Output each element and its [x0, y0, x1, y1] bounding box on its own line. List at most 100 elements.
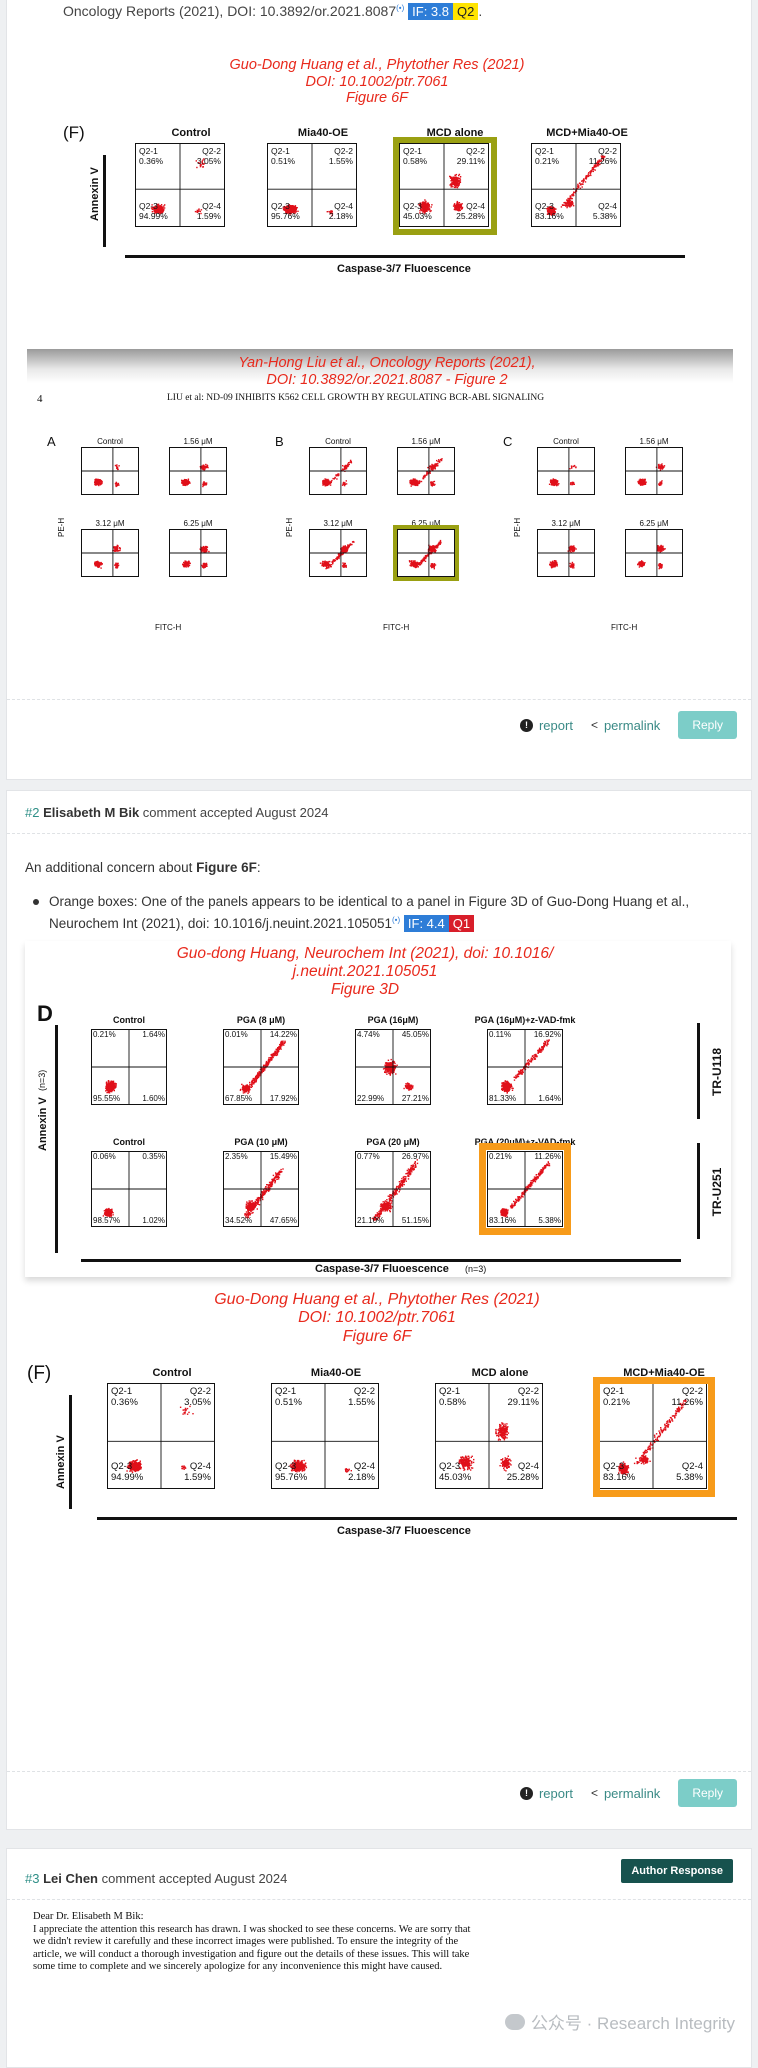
- y-axis-n-label: (n=3): [37, 1070, 47, 1091]
- reply-button[interactable]: Reply: [678, 1779, 737, 1807]
- caption-line: Figure 6F: [157, 1328, 597, 1346]
- alert-icon: !: [520, 1787, 533, 1800]
- permalink-link[interactable]: <permalink: [591, 1786, 660, 1801]
- liu-scatter-plot: [397, 447, 455, 495]
- panel-title: MCD alone: [429, 1367, 571, 1379]
- impact-factor-badge: IF: 4.4: [404, 915, 449, 932]
- caption-line: DOI: 10.1002/ptr.7061: [167, 74, 587, 91]
- quadrant-value-tl: 4.74%: [357, 1031, 380, 1039]
- row-bracket: [697, 1143, 700, 1239]
- report-link[interactable]: ! report: [520, 1786, 573, 1801]
- figure-letter: (F): [27, 1363, 51, 1385]
- quadrant-value-tr: 16.92%: [534, 1031, 561, 1039]
- liu-panel-title: Control: [81, 437, 139, 446]
- row-label: TR-U251: [710, 1162, 724, 1222]
- comment-number[interactable]: #2: [25, 805, 39, 820]
- letter-line: some time to complete and we sincerely a…: [33, 1961, 493, 1974]
- scatter-dots: [320, 541, 355, 569]
- x-axis-n-label: (n=3): [465, 1264, 486, 1274]
- quadrant-value-tl: 0.21%: [93, 1031, 116, 1039]
- liu-panel-title: 6.25 μM: [625, 519, 683, 528]
- quadrant-label-q1: Q2-1: [111, 1387, 132, 1397]
- quadrant-label-q1: Q2-1: [271, 147, 290, 156]
- liu-scatter-plot: [81, 447, 139, 495]
- panel-title: Mia40-OE: [265, 1367, 407, 1379]
- bullet-line-2: Neurochem Int (2021), doi: 10.1016/j.neu…: [49, 916, 392, 931]
- liu-panel-title: 3.12 μM: [537, 519, 595, 528]
- liu-panel-title: 3.12 μM: [81, 519, 139, 528]
- liu-scatter-plot: [309, 529, 367, 577]
- comment-number[interactable]: #3: [25, 1871, 39, 1886]
- quadrant-label-q4: Q2-4: [354, 1462, 375, 1472]
- comment-card-1: Oncology Reports (2021), DOI: 10.3892/or…: [6, 0, 752, 780]
- comment-2-bullet: Orange boxes: One of the panels appears …: [49, 891, 709, 936]
- bullet-line-1: Orange boxes: One of the panels appears …: [49, 891, 709, 913]
- liu-panel-title: Control: [537, 437, 595, 446]
- x-axis-bar: [97, 1517, 737, 1520]
- letter-line: article, we will conduct a thorough inve…: [33, 1949, 493, 1962]
- permalink-label: permalink: [604, 1786, 660, 1801]
- letter-line: we didn't review it carefully and these …: [33, 1936, 493, 1949]
- liu-panel-title: 1.56 μM: [625, 437, 683, 446]
- quadrant-value-bl: 21.10%: [357, 1217, 384, 1225]
- page-number: 4: [37, 393, 43, 405]
- liu-scatter-plot: [169, 529, 227, 577]
- y-axis-label: Annexin V: [89, 167, 101, 221]
- comment-author[interactable]: Elisabeth M Bik: [43, 805, 139, 820]
- scatter-dots: [458, 1422, 512, 1471]
- caption-line: Figure 6F: [167, 90, 587, 107]
- quadrant-value-q3: 95.76%: [275, 1473, 307, 1483]
- reference-text: Oncology Reports (2021), DOI: 10.3892/or…: [63, 3, 396, 19]
- quadrant-label-q3: Q2-3: [275, 1462, 296, 1472]
- caption-line: Guo-Dong Huang et al., Phytother Res (20…: [157, 1291, 597, 1309]
- comment-3-header: #3 Lei Chen comment accepted August 2024: [25, 1871, 287, 1886]
- panel-title: PGA (8 μM): [209, 1015, 313, 1025]
- scatter-dots: [549, 545, 577, 568]
- quadrant-value-tl: 2.35%: [225, 1153, 248, 1161]
- comment-2-footer: ! report <permalink Reply: [520, 1779, 737, 1807]
- quadrant-value-q2: 3.05%: [184, 1398, 211, 1408]
- scatter-dots: [549, 465, 577, 486]
- quadrant-label-q1: Q2-1: [439, 1387, 460, 1397]
- y-axis-bar: [103, 155, 106, 247]
- report-link[interactable]: !report: [520, 718, 573, 733]
- caption-line: DOI: 10.3892/or.2021.8087 - Figure 2: [187, 372, 587, 389]
- scatter-dots: [409, 458, 442, 487]
- quadrant-value-tl: 0.11%: [489, 1031, 511, 1039]
- quadrant-value-q1: 0.51%: [271, 157, 295, 166]
- quadrant-label-q3: Q2-3: [439, 1462, 460, 1472]
- panel-title: Mia40-OE: [261, 127, 385, 139]
- x-axis-label: Caspase-3/7 Fluoescence: [337, 1525, 471, 1537]
- caption-line: j.neuint.2021.105051: [135, 963, 595, 981]
- quadrant-value-bl: 81.33%: [489, 1095, 516, 1103]
- author-response-button[interactable]: Author Response: [621, 1859, 733, 1883]
- x-axis-label: FITC-H: [155, 623, 181, 632]
- quadrant-label-q2: Q2-2: [190, 1387, 211, 1397]
- quadrant-value-q1: 0.36%: [111, 1398, 138, 1408]
- quadrant-value-bl: 34.52%: [225, 1217, 252, 1225]
- quadrant-value-q1: 0.51%: [275, 1398, 302, 1408]
- reply-button[interactable]: Reply: [678, 711, 737, 739]
- quadrant-value-q2: 29.11%: [507, 1398, 539, 1408]
- scatter-dots: [182, 546, 210, 569]
- comment-author[interactable]: Lei Chen: [43, 1871, 98, 1886]
- permalink-link[interactable]: <permalink: [591, 718, 660, 733]
- altmetric-icon: (•): [396, 3, 404, 12]
- alert-icon: !: [520, 719, 533, 732]
- report-label: report: [539, 1786, 573, 1801]
- scatter-dots: [322, 460, 352, 487]
- scatter-dots: [290, 1460, 353, 1473]
- scatter-dots: [637, 463, 665, 486]
- comment-status: comment accepted August 2024: [102, 1871, 288, 1886]
- card-divider: [7, 699, 751, 700]
- quadrant-value-bl: 67.85%: [225, 1095, 252, 1103]
- caption-liu-or: Yan-Hong Liu et al., Oncology Reports (2…: [187, 355, 587, 388]
- impact-factor-badge: IF: 3.8: [408, 3, 453, 20]
- intro-text: An additional concern about: [25, 860, 196, 875]
- quadrant-label-q1: Q2-1: [139, 147, 158, 156]
- letter-line: Dear Dr. Elisabeth M Bik:: [33, 1911, 493, 1924]
- quadrant-value-tr: 0.35%: [142, 1153, 165, 1161]
- scatter-dots: [126, 1406, 193, 1473]
